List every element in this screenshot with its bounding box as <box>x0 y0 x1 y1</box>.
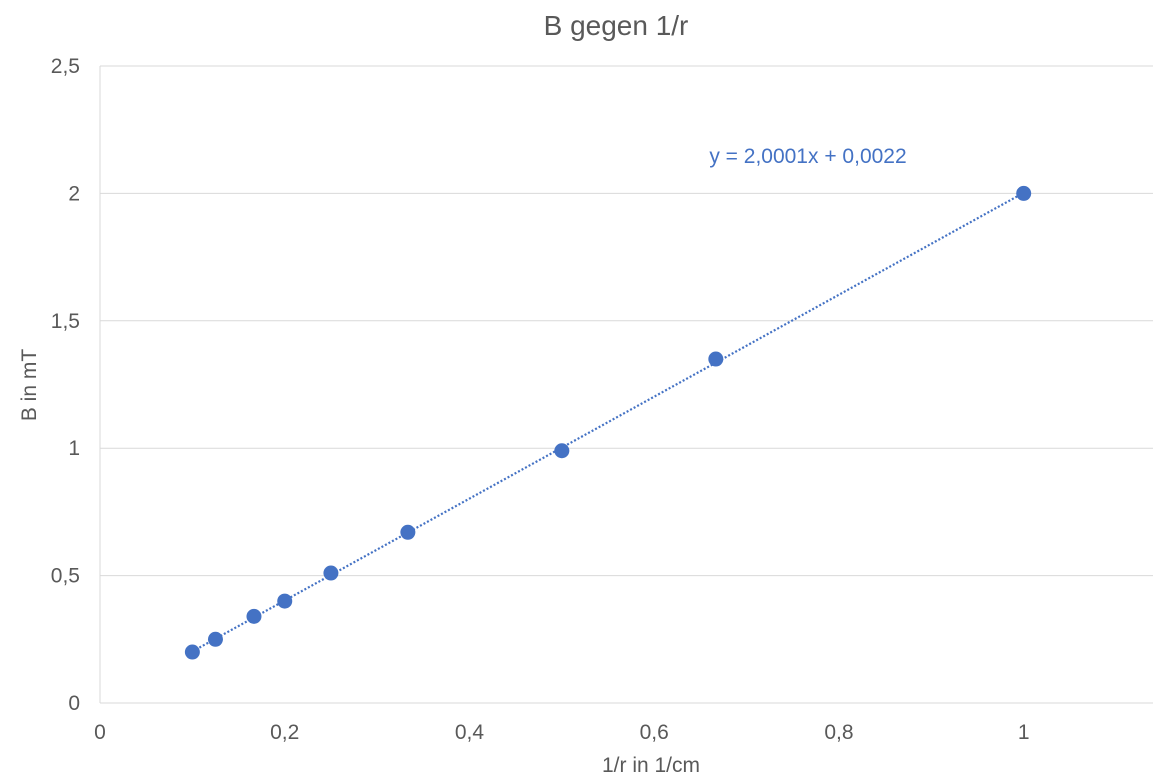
x-tick-label: 0 <box>94 721 106 744</box>
y-tick-label: 0,5 <box>51 565 80 588</box>
y-tick-labels: 0 0,5 1 1,5 2 2,5 <box>51 55 80 715</box>
y-axis-title: B in mT <box>18 349 41 422</box>
y-tick-label: 2,5 <box>51 55 80 78</box>
y-tick-label: 2 <box>68 182 80 205</box>
x-tick-label: 1 <box>1018 721 1030 744</box>
trendline-path <box>191 191 1025 653</box>
trendline-equation: y = 2,0001x + 0,0022 <box>709 145 906 168</box>
data-point <box>1016 185 1032 201</box>
y-tick-label: 1,5 <box>51 310 80 333</box>
data-point <box>184 644 200 660</box>
grid <box>100 65 1153 577</box>
x-tick-label: 0,2 <box>270 721 299 744</box>
data-points <box>184 185 1032 660</box>
y-tick-label: 1 <box>68 437 80 460</box>
trendline <box>191 191 1025 653</box>
x-tick-label: 0,6 <box>640 721 669 744</box>
x-tick-label: 0,4 <box>455 721 485 744</box>
data-point <box>400 524 416 540</box>
data-point <box>207 631 223 647</box>
x-tick-labels: 0 0,2 0,4 0,6 0,8 1 <box>94 721 1029 744</box>
data-point <box>323 565 339 581</box>
data-point <box>277 593 293 609</box>
data-point <box>554 443 570 459</box>
x-axis-title: 1/r in 1/cm <box>602 754 700 777</box>
data-point <box>246 608 262 624</box>
chart-title: B gegen 1/r <box>544 10 689 41</box>
x-tick-label: 0,8 <box>824 721 853 744</box>
axes <box>99 66 1153 704</box>
y-tick-label: 0 <box>68 692 80 715</box>
data-point <box>708 351 724 367</box>
